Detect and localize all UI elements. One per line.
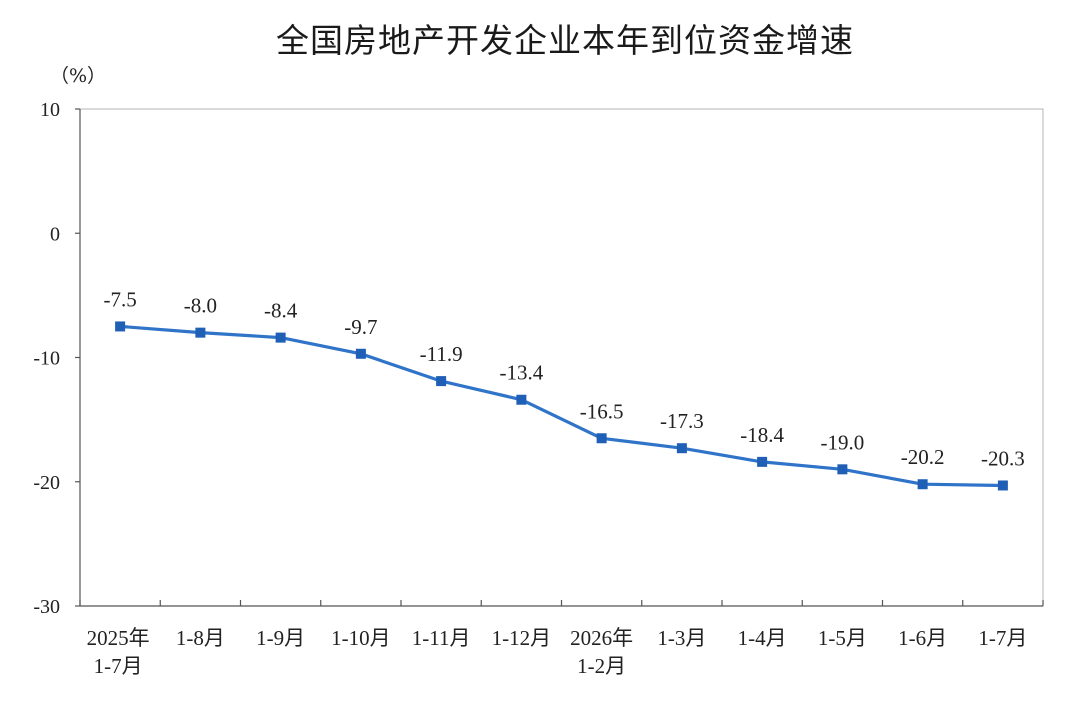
data-label: -16.5 — [580, 399, 624, 423]
x-tick-label: 1-11月 — [412, 626, 471, 650]
plot-frame — [79, 108, 1044, 607]
x-tick-label: 1-4月 — [738, 626, 787, 650]
x-tick-label: 1-9月 — [256, 626, 305, 650]
x-tick-label: 1-10月 — [331, 626, 391, 650]
y-tick-label: 0 — [50, 223, 60, 245]
data-point — [917, 479, 928, 490]
data-label: -9.7 — [344, 315, 377, 339]
x-tick-label: 1-3月 — [657, 626, 706, 650]
y-tick-label: -20 — [33, 472, 60, 494]
data-label: -17.3 — [660, 409, 704, 433]
x-tick-label: 1-8月 — [176, 626, 225, 650]
data-point — [275, 332, 286, 343]
data-label: -20.3 — [981, 446, 1025, 470]
data-label: -19.0 — [821, 430, 865, 454]
data-point — [516, 394, 527, 405]
data-point — [355, 348, 366, 359]
x-tick-label: 1-5月 — [818, 626, 867, 650]
data-label: -8.4 — [264, 299, 298, 323]
x-axis: 2025年 1-7月 1-8月 1-9月 1-10月 1-11月 1-12月 2026年 1-2… — [79, 600, 1044, 678]
data-label: -7.5 — [104, 287, 137, 311]
y-tick-label: 10 — [40, 99, 60, 121]
data-label: -18.4 — [740, 423, 784, 447]
data-point — [757, 456, 768, 467]
data-point — [195, 327, 206, 338]
data-point — [676, 443, 687, 454]
y-tick-label: -30 — [33, 596, 60, 618]
x-tick-label: 1-2月 — [577, 654, 626, 678]
data-point — [436, 376, 447, 387]
data-label: -8.0 — [184, 294, 217, 318]
chart-title: 全国房地产开发企业本年到位资金增速 — [276, 21, 854, 60]
data-point — [837, 464, 848, 475]
data-labels: -7.5 -8.0 -8.4 -9.7 -11.9 -13.4 -16.5 -17.3 -18.… — [104, 287, 1025, 470]
y-axis-unit-label: （%） — [50, 65, 106, 87]
x-tick-label: 2025年 — [87, 626, 150, 650]
x-tick-label: 1-6月 — [898, 626, 947, 650]
data-point — [596, 433, 607, 444]
data-point — [997, 480, 1008, 491]
series-line — [119, 324, 1003, 488]
data-label: -20.2 — [901, 445, 945, 469]
y-tick-label: -10 — [33, 348, 60, 370]
series — [115, 321, 1008, 491]
x-tick-label: 2026年 — [570, 626, 633, 650]
y-axis: 10 0 -10 -20 -30 — [33, 99, 81, 618]
x-tick-label: 1-7月 — [978, 626, 1027, 650]
x-tick-label: 1-7月 — [94, 654, 143, 678]
data-label: -11.9 — [420, 342, 463, 366]
data-point — [115, 321, 126, 332]
x-tick-label: 1-12月 — [492, 626, 552, 650]
data-label: -13.4 — [500, 361, 544, 385]
